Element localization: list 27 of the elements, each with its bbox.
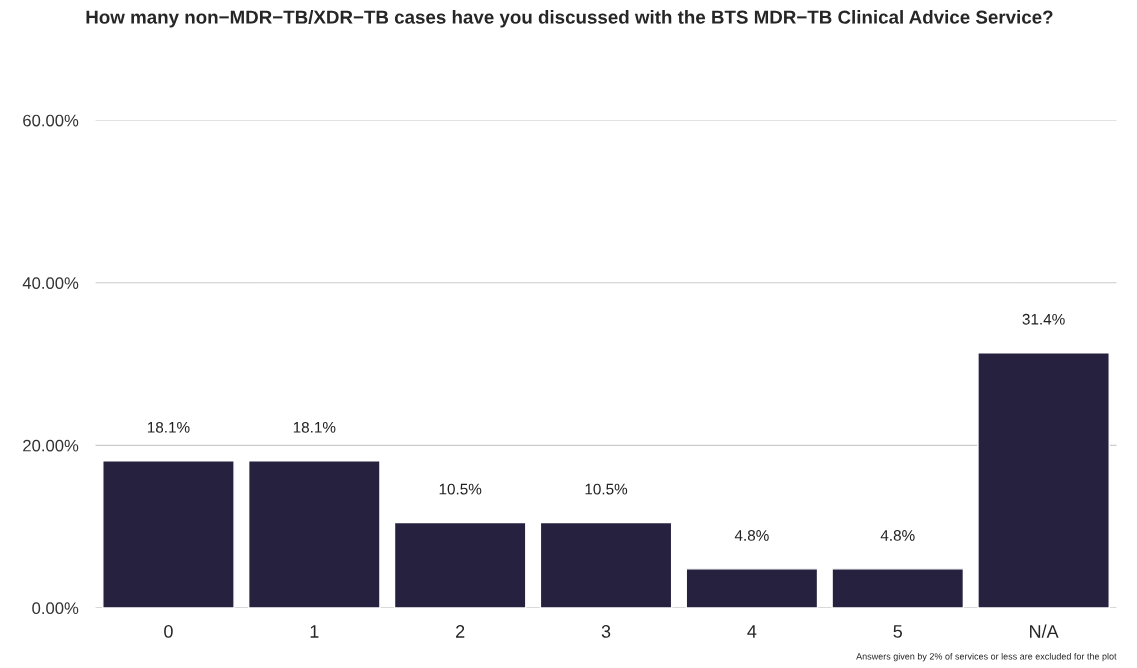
data-label: 18.1%: [293, 421, 336, 433]
x-tick-label: 5: [893, 625, 903, 638]
bar: [831, 568, 965, 608]
y-tick-label: 60.00%: [23, 114, 79, 127]
x-tick-label: N/A: [1030, 624, 1059, 638]
x-tick-label: 2: [456, 625, 465, 638]
bar: [393, 521, 527, 608]
bar: [102, 460, 235, 608]
data-label: 31.4%: [1022, 313, 1065, 325]
data-label: 10.5%: [585, 483, 628, 495]
y-tick-label: 40.00%: [22, 277, 79, 289]
y-tick-label: 20.00%: [23, 439, 79, 452]
data-label: 4.8%: [880, 530, 915, 541]
x-tick-label: 3: [601, 625, 611, 638]
chart-title: How many non−MDR−TB/XDR−TB cases have you discussed with the BTS MDR−TB Clinical Advice Service?: [86, 10, 1053, 28]
data-label: 10.5%: [439, 483, 482, 495]
x-tick-label: 4: [747, 625, 757, 638]
bar: [685, 568, 819, 608]
text: Answers given by 2% of services or less are excluded for the plot: [856, 652, 1117, 662]
x-tick-label: 0: [164, 625, 173, 638]
x-tick-label: 1: [310, 625, 319, 638]
bar: [539, 521, 673, 608]
bar: [247, 460, 381, 608]
bar: [977, 351, 1110, 608]
data-label: 18.1%: [147, 421, 190, 433]
data-label: 4.8%: [734, 530, 769, 541]
y-tick-label: 0.00%: [32, 602, 79, 615]
